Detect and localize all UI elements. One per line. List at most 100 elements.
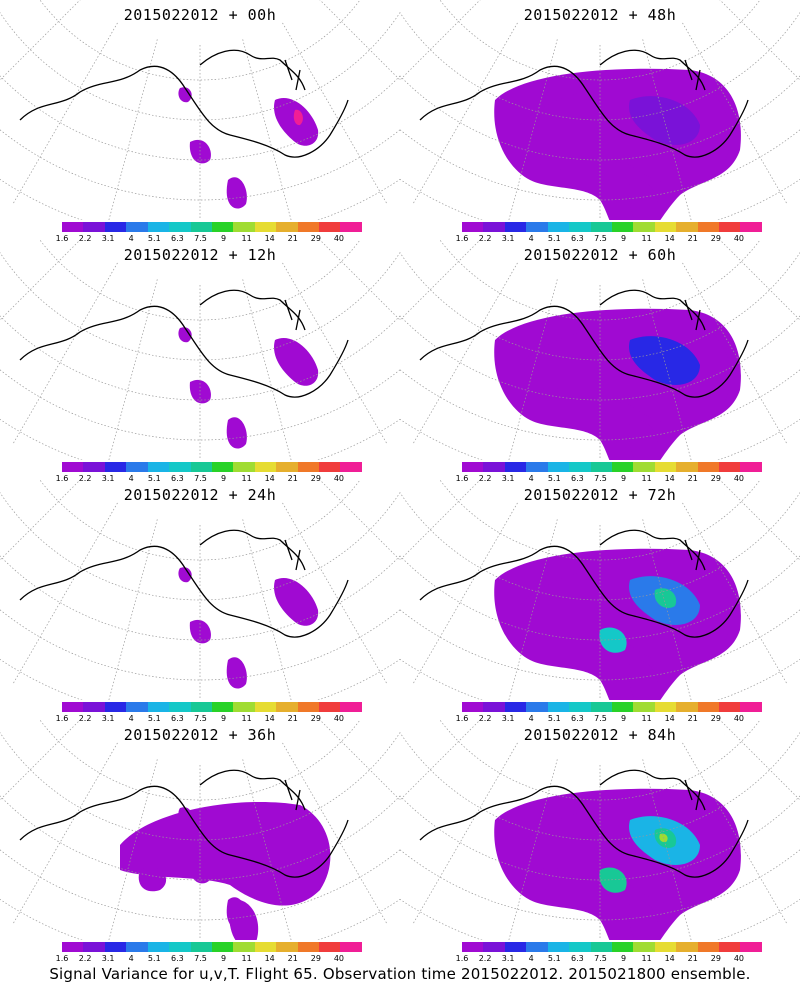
colorbar-swatch [340, 222, 362, 232]
colorbar-tick-label: 29 [310, 234, 321, 243]
colorbar-tick-label: 11 [241, 954, 252, 963]
colorbar-swatch [147, 462, 170, 472]
colorbar-tick-label: 21 [287, 954, 298, 963]
colorbar-swatch [719, 462, 741, 472]
map-panel: 2015022012 + 84h 1.6 2.2 3.1 4 5.1 6.3 7.5 9 11 14… [400, 720, 800, 963]
colorbar-tick-label: 2.2 [478, 234, 492, 243]
colorbar-swatch [169, 462, 191, 472]
colorbar-swatch [676, 222, 698, 232]
colorbar-swatch [169, 942, 191, 952]
colorbar-tick-label: 11 [641, 474, 652, 483]
colorbar-swatch [740, 942, 762, 952]
colorbar [462, 942, 762, 952]
colorbar-swatch [190, 462, 212, 472]
colorbar-tick-label: 9 [620, 474, 627, 483]
colorbar-swatch [169, 702, 191, 712]
colorbar-swatch [719, 942, 741, 952]
colorbar-tick-label: 7.5 [194, 474, 207, 483]
colorbar-swatch [719, 702, 741, 712]
colorbar-tick-label: 1.6 [55, 234, 69, 243]
colorbar-swatch [104, 942, 127, 952]
colorbar-swatch [254, 222, 277, 232]
colorbar-swatch [547, 222, 570, 232]
colorbar-tick-label: 7.5 [594, 474, 607, 483]
colorbar-swatch [62, 702, 84, 712]
colorbar-tick-label: 1.6 [455, 714, 469, 723]
colorbar-labels: 1.6 2.2 3.1 4 5.1 6.3 7.5 9 11 14 21 29 40 [56, 234, 362, 244]
colorbar-swatch [504, 222, 527, 232]
panel-title: 2015022012 + 84h [523, 726, 677, 744]
colorbar-swatch [233, 222, 255, 232]
colorbar-swatch [319, 942, 341, 952]
colorbar-tick-label: 14 [664, 714, 675, 723]
colorbar-swatch [697, 222, 720, 232]
colorbar-tick-label: 6.3 [571, 474, 584, 483]
variance-field [178, 87, 319, 209]
coastline [19, 529, 349, 638]
colorbar-tick-label: 2.2 [78, 954, 92, 963]
colorbar-swatch [233, 702, 255, 712]
colorbar-tick-label: 6.3 [571, 234, 584, 243]
colorbar-tick-label: 2.2 [78, 234, 92, 243]
colorbar-tick-label: 14 [664, 954, 675, 963]
colorbar-swatch [504, 942, 527, 952]
colorbar-swatch [83, 222, 105, 232]
map-plot [0, 480, 400, 700]
colorbar-swatch [211, 222, 234, 232]
map-plot [400, 0, 800, 220]
map-plot [0, 720, 400, 940]
colorbar-tick-label: 4 [128, 954, 134, 963]
colorbar-tick-label: 40 [733, 954, 745, 963]
colorbar-tick-label: 21 [687, 714, 698, 723]
colorbar-tick-label: 6.3 [171, 234, 184, 243]
colorbar-tick-label: 3.1 [501, 234, 515, 243]
colorbar-swatch [697, 942, 720, 952]
colorbar-swatch [276, 462, 298, 472]
colorbar-swatch [462, 702, 484, 712]
colorbar-swatch [676, 702, 698, 712]
colorbar-swatch [654, 222, 677, 232]
colorbar-swatch [319, 462, 341, 472]
colorbar-swatch [147, 702, 170, 712]
colorbar-swatch [104, 222, 127, 232]
variance-field [494, 68, 741, 220]
colorbar-tick-label: 40 [333, 474, 345, 483]
colorbar-tick-label: 7.5 [594, 234, 607, 243]
colorbar-labels: 1.6 2.2 3.1 4 5.1 6.3 7.5 9 11 14 21 29 40 [456, 954, 762, 964]
colorbar-tick-label: 29 [710, 954, 721, 963]
colorbar-tick-label: 2.2 [78, 714, 92, 723]
panel-title: 2015022012 + 60h [523, 246, 677, 264]
colorbar-swatch [319, 702, 341, 712]
colorbar-tick-label: 40 [733, 234, 745, 243]
map-plot [400, 480, 800, 700]
colorbar-tick-label: 2.2 [478, 954, 492, 963]
colorbar-tick-label: 29 [310, 474, 321, 483]
colorbar-tick-label: 11 [641, 954, 652, 963]
colorbar-swatch [104, 702, 127, 712]
colorbar-swatch [526, 702, 548, 712]
panel-title: 2015022012 + 24h [123, 486, 277, 504]
colorbar-swatch [633, 462, 655, 472]
colorbar-tick-label: 5.1 [147, 954, 161, 963]
colorbar-swatch [62, 222, 84, 232]
colorbar-tick-label: 3.1 [101, 714, 115, 723]
variance-field [494, 548, 741, 700]
colorbar-labels: 1.6 2.2 3.1 4 5.1 6.3 7.5 9 11 14 21 29 40 [56, 474, 362, 484]
panel-title: 2015022012 + 48h [523, 6, 677, 24]
colorbar-swatch [483, 222, 505, 232]
colorbar-swatch [719, 222, 741, 232]
colorbar-tick-label: 6.3 [171, 954, 184, 963]
colorbar-tick-label: 5.1 [547, 954, 561, 963]
coastline [19, 49, 349, 158]
colorbar-tick-label: 40 [733, 714, 745, 723]
colorbar-tick-label: 9 [620, 954, 627, 963]
colorbar-swatch [654, 942, 677, 952]
colorbar-swatch [526, 942, 548, 952]
colorbar-tick-label: 1.6 [455, 234, 469, 243]
colorbar-swatch [633, 942, 655, 952]
colorbar-swatch [611, 942, 634, 952]
colorbar-swatch [211, 942, 234, 952]
colorbar-tick-label: 14 [664, 474, 675, 483]
colorbar-swatch [611, 462, 634, 472]
colorbar-swatch [590, 222, 612, 232]
